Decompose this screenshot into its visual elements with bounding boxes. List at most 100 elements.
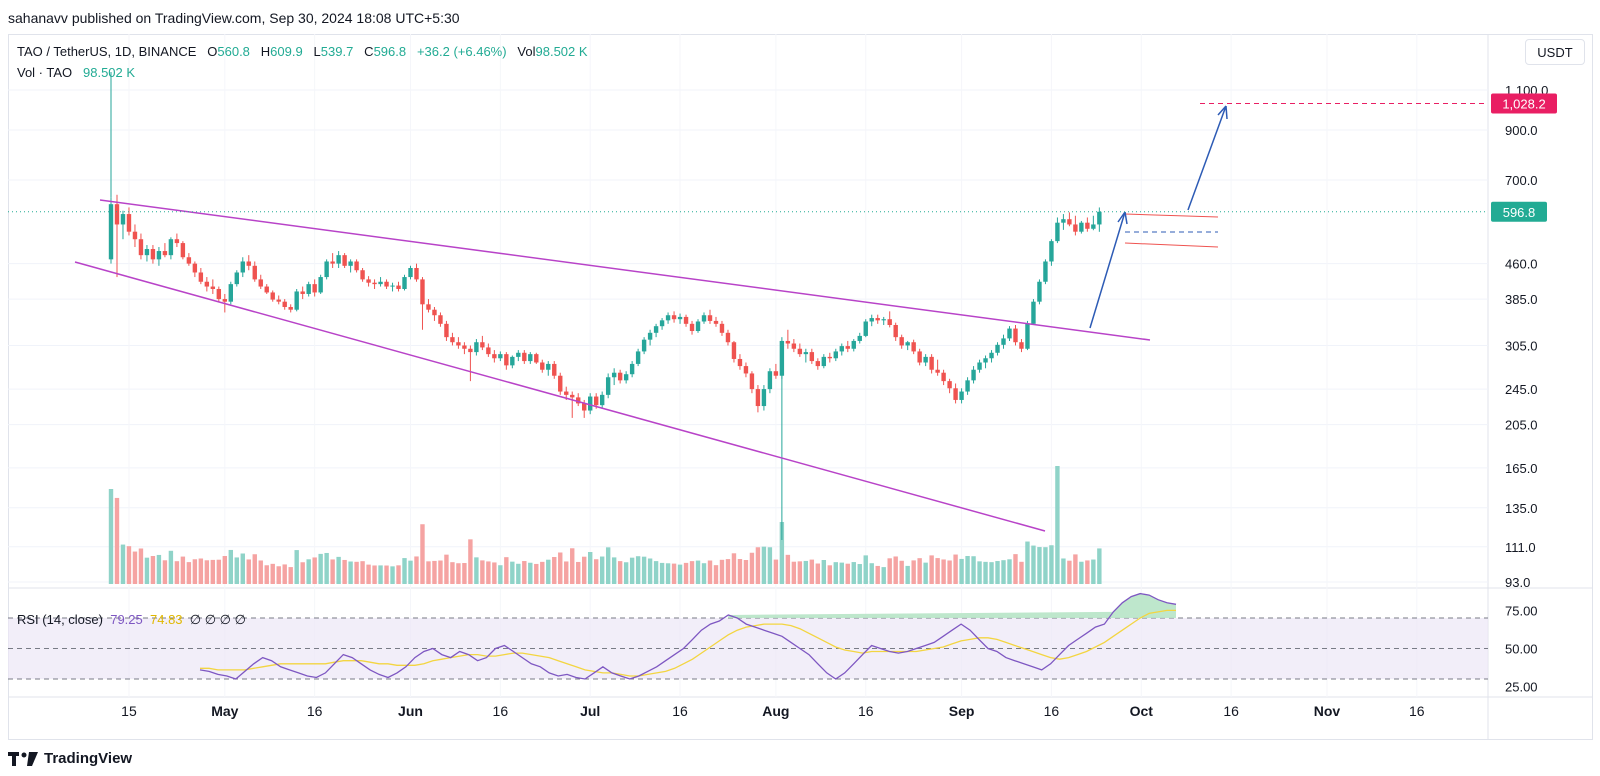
- candle-body: [755, 389, 761, 407]
- volume-bar: [1019, 561, 1024, 584]
- volume-bar: [1091, 559, 1096, 584]
- candle-body: [1037, 281, 1042, 302]
- volume-bar: [671, 563, 677, 584]
- volume-bar: [546, 559, 551, 584]
- candle-body: [558, 375, 563, 392]
- candle-body: [887, 319, 892, 326]
- time-tick-label: Aug: [762, 703, 789, 719]
- volume-bar: [462, 563, 467, 584]
- candle-body: [947, 381, 952, 389]
- volume-bar: [576, 561, 581, 584]
- symbol-title[interactable]: TAO / TetherUS, 1D, BINANCE: [17, 44, 197, 59]
- volume-bar: [701, 563, 707, 584]
- volume-bar: [162, 560, 168, 584]
- candle-body: [528, 354, 533, 362]
- candle-body: [204, 281, 210, 287]
- volume-bar: [564, 561, 569, 584]
- volume-bar: [192, 559, 198, 584]
- volume-legend[interactable]: Vol · TAO 98.502 K: [17, 65, 135, 80]
- volume-bar: [761, 546, 767, 584]
- candle-body: [438, 315, 443, 324]
- volume-bar: [432, 560, 437, 584]
- time-tick-label: 16: [307, 703, 323, 719]
- rsi-tick-label: 50.00: [1505, 642, 1538, 657]
- candle-body: [641, 339, 647, 352]
- candle-body: [605, 377, 611, 395]
- candle-body: [300, 291, 305, 294]
- candle-body: [1085, 222, 1090, 229]
- volume-bar: [635, 556, 641, 584]
- volume-bar: [198, 558, 204, 584]
- candle-body: [396, 285, 401, 289]
- volume-bar: [863, 555, 868, 584]
- volume-bar: [150, 556, 156, 584]
- rsi-placeholders: ∅ ∅ ∅ ∅: [189, 612, 246, 627]
- candle-body: [420, 279, 425, 305]
- candle-body: [588, 396, 593, 411]
- candle-body: [809, 352, 815, 362]
- time-tick-label: 16: [672, 703, 688, 719]
- volume-bar: [857, 564, 862, 584]
- price-tick-label: 700.0: [1505, 173, 1538, 188]
- volume-bar: [234, 557, 239, 584]
- candle-body: [737, 358, 743, 367]
- volume-bar: [719, 559, 725, 584]
- candle-body: [779, 340, 785, 376]
- candle-body: [977, 362, 982, 370]
- candle-body: [144, 249, 150, 256]
- rsi-legend[interactable]: RSI (14, close) 79.25 74.83 ∅ ∅ ∅ ∅: [17, 612, 246, 628]
- volume-bar: [324, 552, 329, 584]
- candle-body: [330, 261, 335, 264]
- candle-body: [552, 363, 557, 376]
- currency-button[interactable]: USDT: [1525, 39, 1585, 65]
- candle-body: [174, 239, 180, 244]
- volume-bar: [282, 564, 287, 584]
- volume-bar: [875, 565, 880, 584]
- volume-bar: [977, 561, 982, 584]
- volume-bar: [893, 556, 898, 584]
- time-tick-label: Oct: [1130, 703, 1154, 719]
- candle-body: [695, 321, 701, 331]
- volume-bar: [114, 497, 120, 584]
- candle-body: [935, 369, 940, 373]
- candle-body: [989, 352, 994, 359]
- rsi-tick-label: 75.00: [1505, 603, 1538, 618]
- candle-body: [486, 347, 491, 355]
- candle-body: [342, 255, 347, 266]
- volume-bar: [677, 564, 683, 584]
- volume-bar: [222, 556, 228, 584]
- volume-bar: [923, 562, 928, 584]
- volume-bar: [132, 551, 138, 584]
- volume-bar: [1031, 545, 1036, 584]
- wedge-lower-trendline: [74, 261, 1046, 532]
- volume-bar: [474, 557, 479, 584]
- volume-bar: [180, 556, 186, 584]
- candle-body: [414, 268, 419, 280]
- candle-body: [917, 351, 922, 363]
- price-tick-label: 460.0: [1505, 257, 1538, 272]
- footer-brand[interactable]: TradingView: [8, 750, 132, 767]
- volume-bar: [438, 560, 443, 584]
- volume-bar: [623, 562, 629, 584]
- volume-bar: [605, 547, 611, 584]
- time-tick-label: 16: [858, 703, 874, 719]
- price-tick-label: 900.0: [1505, 123, 1538, 138]
- volume-bar: [989, 562, 994, 584]
- candle-body: [623, 374, 629, 381]
- chart-frame: [8, 34, 1593, 740]
- candle-body: [857, 335, 862, 341]
- volume-bar: [797, 561, 803, 584]
- volume-bar: [258, 560, 263, 584]
- brand-name: TradingView: [44, 750, 133, 767]
- rsi-pane: [8, 592, 1488, 680]
- volume-bar: [366, 564, 371, 584]
- volume-bar: [582, 556, 587, 584]
- candle-body: [1067, 219, 1072, 225]
- candle-body: [959, 391, 964, 400]
- volume-bar: [809, 559, 815, 584]
- candle-body: [468, 348, 473, 353]
- candle-body: [653, 326, 659, 333]
- vol-label: Vol: [517, 44, 536, 59]
- volume-bar: [228, 549, 233, 584]
